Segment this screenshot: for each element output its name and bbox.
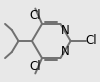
Text: Cl: Cl bbox=[86, 35, 97, 47]
Text: Cl: Cl bbox=[30, 60, 41, 73]
Text: N: N bbox=[60, 45, 69, 58]
Text: N: N bbox=[60, 24, 69, 37]
Text: Cl: Cl bbox=[30, 9, 41, 22]
